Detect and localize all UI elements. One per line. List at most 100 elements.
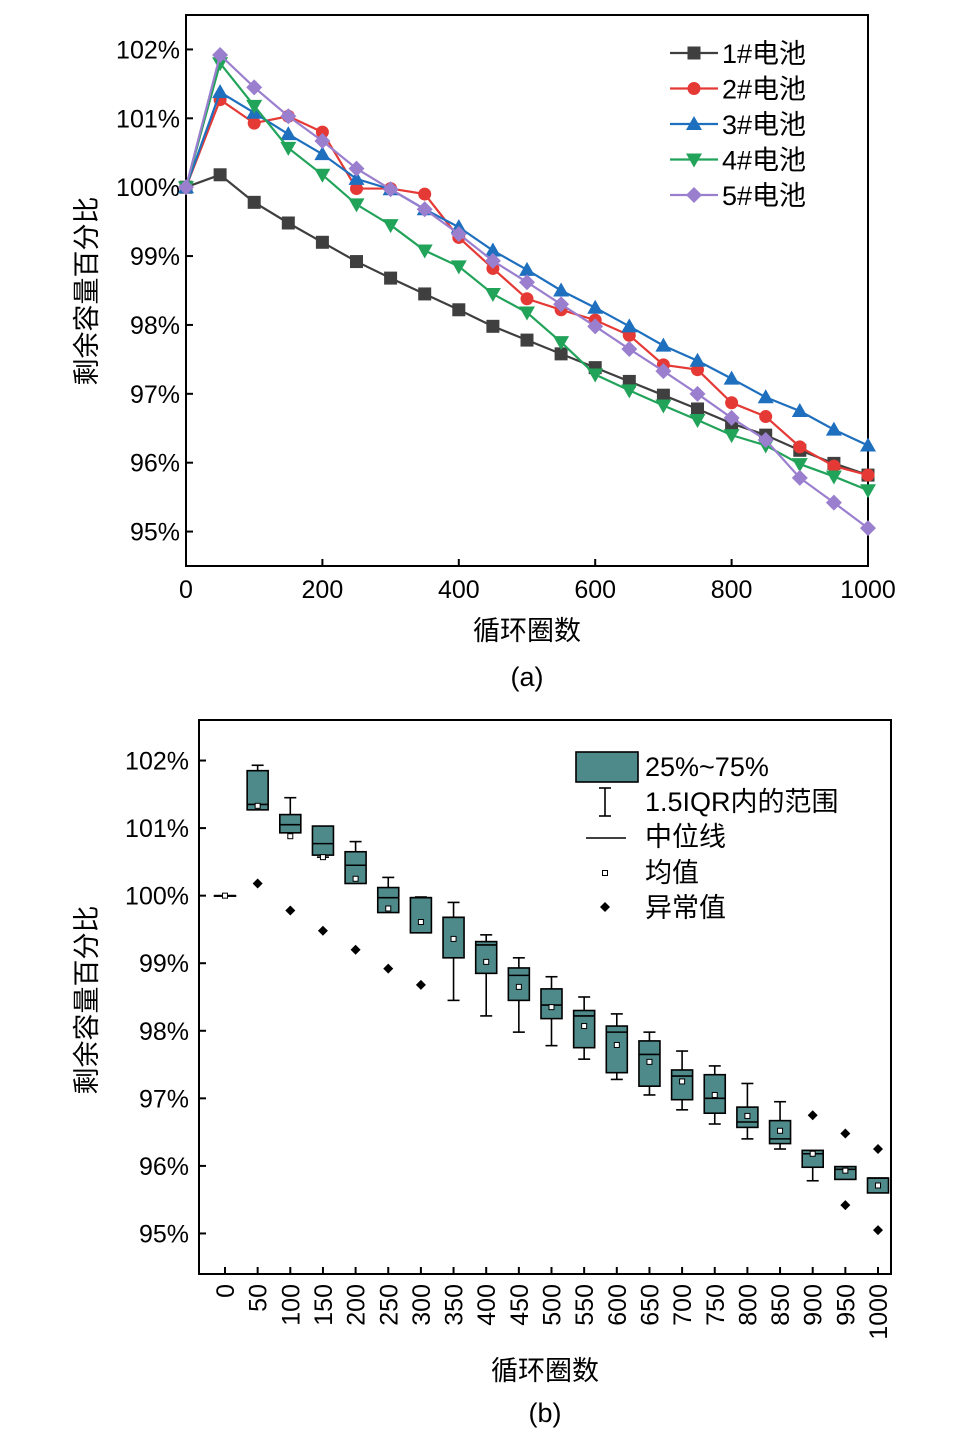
outlier-marker [415, 979, 426, 990]
x-tick-label: 100 [277, 1284, 305, 1326]
legend-outlier-marker [600, 902, 610, 912]
y-tick-label: 98% [130, 312, 180, 340]
legend-marker [687, 82, 701, 95]
x-tick-label: 800 [734, 1284, 762, 1326]
y-tick-label: 97% [130, 381, 180, 409]
data-point [484, 287, 501, 302]
chart-a-x-axis: 0 200 400 600 800 1000 [179, 559, 896, 604]
data-point [281, 216, 295, 230]
data-point [587, 368, 604, 383]
x-tick-label: 700 [669, 1284, 697, 1326]
legend-label: 3#电池 [722, 110, 806, 140]
box-400 [474, 934, 498, 1017]
data-point [520, 333, 534, 347]
x-tick-label: 400 [473, 1284, 501, 1326]
data-point [315, 235, 329, 249]
x-tick-label: 250 [375, 1284, 403, 1326]
box-100 [278, 796, 302, 916]
data-point [757, 431, 774, 448]
data-point [280, 108, 297, 125]
data-point [621, 318, 638, 333]
data-point [691, 402, 704, 416]
x-tick-label: 500 [539, 1284, 567, 1326]
data-point [825, 470, 842, 485]
box-150 [311, 825, 335, 936]
outlier-marker [317, 925, 328, 936]
outlier-marker [840, 1200, 851, 1211]
data-point [418, 187, 432, 201]
legend-item-mean: 均值 [602, 858, 699, 888]
y-tick-label: 96% [130, 450, 180, 478]
data-point [759, 410, 773, 424]
outlier-marker [350, 944, 361, 955]
data-point [519, 274, 535, 291]
legend-label: 1.5IQR内的范围 [645, 787, 839, 817]
legend-label: 5#电池 [722, 181, 806, 211]
x-tick-label: 450 [506, 1284, 534, 1326]
data-point [553, 336, 570, 351]
data-point [247, 195, 261, 209]
x-tick-label: 900 [800, 1284, 828, 1326]
data-point [621, 384, 638, 399]
data-point [655, 399, 672, 414]
box-300 [409, 896, 433, 990]
x-tick-label: 600 [574, 576, 616, 604]
data-point [827, 459, 841, 473]
y-tick-label: 95% [130, 519, 180, 547]
outlier-marker [383, 963, 394, 974]
data-point [348, 160, 365, 177]
box-850 [768, 1100, 792, 1150]
chart-a-y-label: 剩余容量百分比 [72, 197, 102, 386]
legend-marker [686, 116, 702, 130]
box-250 [376, 876, 400, 974]
data-point [486, 319, 500, 333]
x-tick-label: 300 [408, 1284, 436, 1326]
data-point [791, 403, 808, 418]
chart-a-x-label: 循环圈数 [473, 616, 581, 646]
box-500 [540, 975, 563, 1047]
data-point [314, 146, 331, 161]
box-450 [507, 957, 531, 1033]
chart-b-x-label: 循环圈数 [491, 1356, 599, 1386]
legend-item: 2#电池 [670, 75, 806, 105]
mean-marker [352, 875, 359, 882]
data-point [452, 303, 466, 317]
x-tick-label: 0 [179, 576, 193, 604]
data-point [689, 385, 706, 402]
iqr-box [344, 850, 367, 885]
mean-marker [711, 1091, 718, 1098]
mean-marker [548, 1004, 555, 1011]
chart-b-boxes [213, 764, 890, 1236]
data-point [450, 260, 467, 275]
data-point [655, 363, 672, 380]
data-point [655, 337, 672, 352]
chart-a-caption: (a) [511, 662, 544, 692]
y-tick-label: 95% [139, 1220, 189, 1248]
x-tick-label: 350 [441, 1284, 469, 1326]
data-point [280, 126, 297, 141]
mean-marker [385, 905, 392, 912]
box-50 [246, 764, 269, 889]
chart-b-y-label: 剩余容量百分比 [72, 906, 102, 1095]
chart-a-y-axis: 95% 96% 97% 98% 99% 100% 101% 102% [116, 36, 193, 547]
data-point [689, 413, 706, 428]
data-point [554, 347, 568, 361]
mean-marker [744, 1112, 751, 1119]
data-point [450, 226, 467, 243]
iqr-box [311, 825, 335, 856]
box-650 [638, 1031, 661, 1096]
mean-marker [842, 1167, 849, 1174]
data-point [247, 116, 261, 130]
data-point [587, 299, 604, 314]
data-point [348, 170, 365, 185]
data-point [553, 296, 570, 313]
legend-item: 1#电池 [670, 39, 806, 69]
box-1000 [866, 1144, 890, 1236]
legend-item-whisker: 1.5IQR内的范围 [599, 787, 839, 817]
legend-item-iqr: 25%~75% [575, 751, 769, 783]
x-tick-label: 1000 [840, 576, 896, 604]
x-tick-label: 0 [212, 1284, 240, 1298]
legend-item: 5#电池 [670, 181, 806, 211]
